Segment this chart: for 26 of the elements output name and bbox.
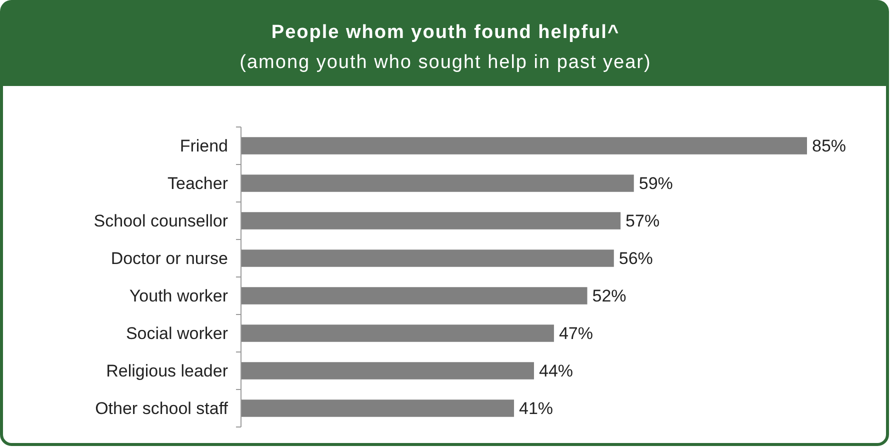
y-tick-label: Social worker — [126, 324, 228, 344]
bar — [241, 250, 614, 267]
data-label: 47% — [558, 324, 593, 344]
data-label: 59% — [638, 174, 673, 194]
data-label: 44% — [538, 362, 574, 381]
y-tick-label: Teacher — [168, 174, 228, 194]
bar — [241, 212, 621, 230]
y-tick-label: Youth worker — [129, 286, 228, 306]
chart-subtitle: (among youth who sought help in past year) — [240, 52, 652, 73]
data-label: 52% — [592, 286, 626, 306]
y-tick-label: Doctor or nurse — [110, 249, 228, 268]
bar — [241, 137, 807, 154]
data-label: 56% — [618, 249, 653, 268]
data-label: 85% — [812, 136, 846, 156]
bar — [241, 324, 554, 342]
data-label: 41% — [519, 399, 554, 418]
chart-title: People whom youth found helpful^ — [271, 22, 620, 43]
y-tick-label: Friend — [180, 136, 228, 156]
bar — [241, 287, 588, 304]
data-label: 57% — [626, 212, 660, 231]
bar — [241, 174, 634, 192]
y-tick-label: Religious leader — [106, 362, 228, 381]
y-tick-label: School counsellor — [94, 212, 228, 231]
y-tick-label: Other school staff — [95, 399, 228, 418]
bar — [241, 400, 514, 417]
bar — [241, 362, 534, 380]
